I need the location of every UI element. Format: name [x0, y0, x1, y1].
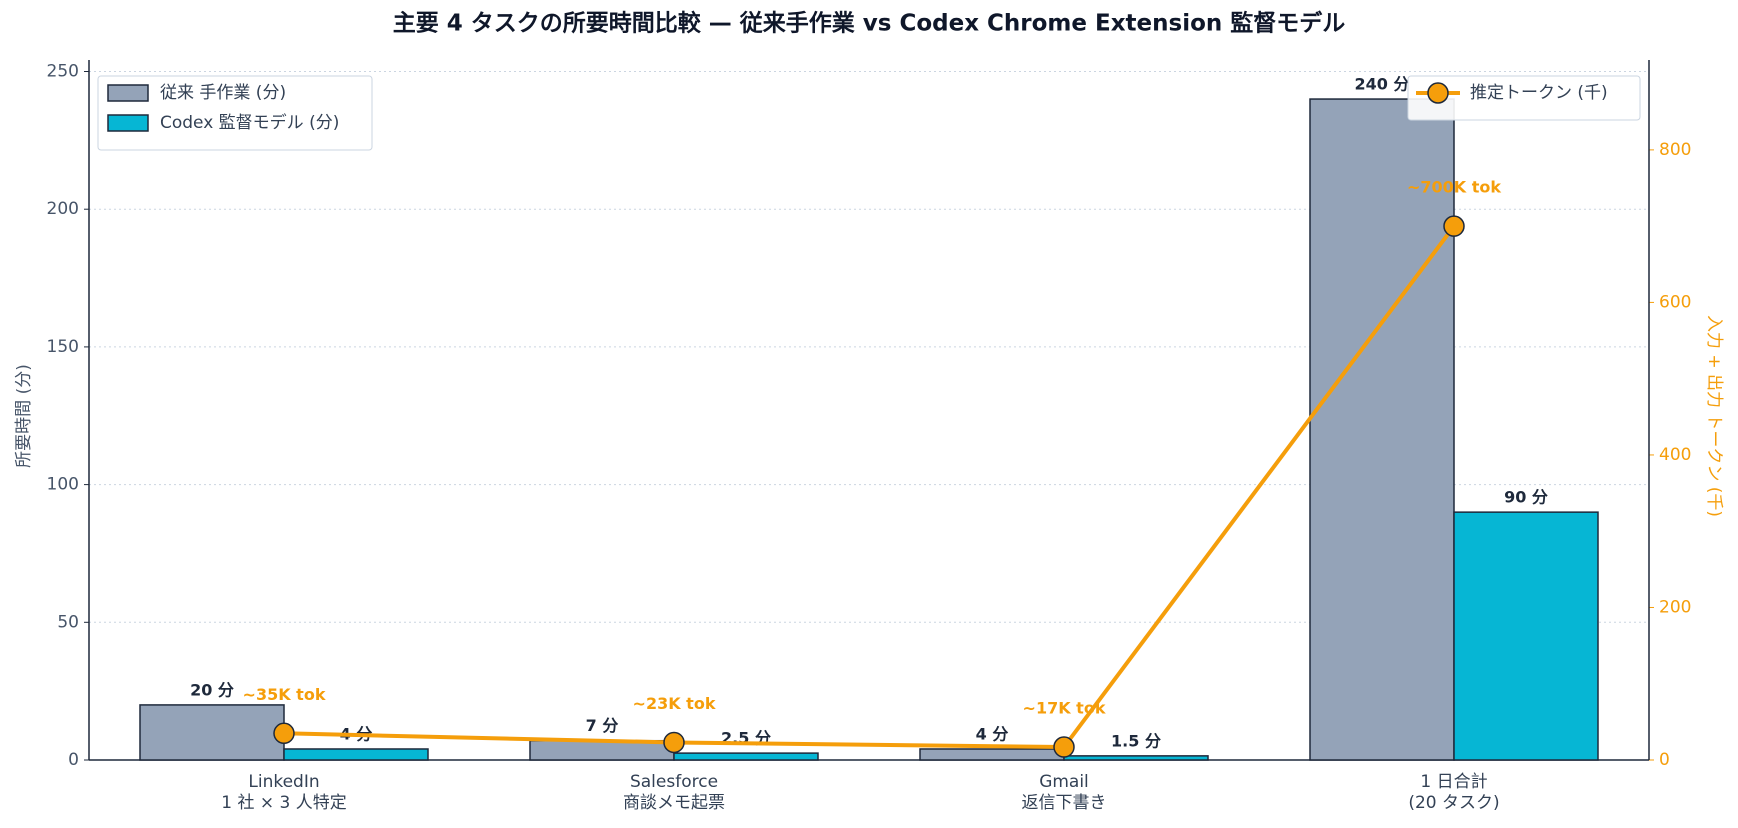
bar	[1453, 511, 1599, 761]
x-tick-label: LinkedIn 1 社 × 3 人特定	[221, 772, 347, 813]
x-tick-label-line: 1 社 × 3 人特定	[221, 793, 347, 813]
chart-title: 主要 4 タスクの所要時間比較 — 従来手作業 vs Codex Chrome …	[393, 10, 1346, 37]
legend-swatch	[107, 84, 149, 102]
token-point	[273, 722, 295, 745]
y-tick-label: 150	[47, 337, 79, 357]
token-value-label: ~23K tok	[633, 694, 716, 713]
x-tick-label-line: 返信下書き	[1022, 793, 1107, 813]
bar-value-label: 240 分	[1355, 75, 1410, 94]
legend-label: 従来 手作業 (分)	[160, 83, 286, 103]
bar	[1063, 755, 1209, 761]
legend-swatch	[107, 114, 149, 132]
y2-tick-label: 600	[1659, 292, 1691, 312]
legend-box	[97, 75, 373, 151]
bar	[919, 748, 1065, 761]
y-tick-label: 100	[47, 475, 79, 495]
bar-value-label: 90 分	[1504, 488, 1548, 507]
x-tick-label-line: Gmail	[1039, 772, 1089, 792]
bar	[139, 704, 285, 761]
y-tick-label: 0	[68, 750, 79, 770]
x-tick-label-line: 商談メモ起票	[623, 793, 725, 813]
bar-value-label: 4 分	[976, 724, 1009, 743]
y-axis-label: 所要時間 (分)	[14, 364, 34, 468]
bar-value-label: 20 分	[190, 680, 234, 699]
token-value-label: ~17K tok	[1023, 699, 1106, 718]
token-point	[663, 731, 685, 754]
token-point	[1053, 736, 1075, 758]
bar	[1309, 98, 1455, 761]
y2-tick-label: 400	[1659, 445, 1691, 465]
x-tick-label: Salesforce 商談メモ起票	[623, 772, 725, 813]
x-tick-label: 1 日合計(20 タスク)	[1408, 772, 1499, 813]
x-tick-label-line: (20 タスク)	[1408, 793, 1499, 813]
y-tick-label: 200	[47, 199, 79, 219]
legend-label: 推定トークン (千)	[1470, 83, 1608, 103]
token-value-label: ~35K tok	[243, 685, 326, 704]
y2-tick-label: 200	[1659, 597, 1691, 617]
bar-value-label: 7 分	[586, 716, 619, 735]
y-tick-label: 50	[57, 612, 79, 632]
x-tick-label: Gmail 返信下書き	[1022, 772, 1107, 813]
x-tick-label-line: Salesforce	[630, 772, 718, 792]
legend-box	[1407, 75, 1641, 121]
x-tick-label-line: 1 日合計	[1420, 772, 1487, 792]
bar	[283, 748, 429, 761]
token-value-label: ~700K tok	[1407, 178, 1501, 197]
y2-tick-label: 0	[1659, 750, 1670, 770]
legend-marker	[1427, 82, 1449, 104]
y2-tick-label: 800	[1659, 140, 1691, 160]
bar-value-label: 1.5 分	[1111, 731, 1161, 750]
y-tick-label: 250	[47, 62, 79, 82]
legend-label: Codex 監督モデル (分)	[160, 112, 339, 133]
bar	[673, 752, 819, 761]
x-tick-label-line: LinkedIn	[248, 772, 319, 792]
token-line	[283, 224, 1456, 750]
token-point	[1443, 215, 1465, 237]
y2-axis-label: 入力 + 出力 トークン (千)	[1704, 315, 1724, 517]
